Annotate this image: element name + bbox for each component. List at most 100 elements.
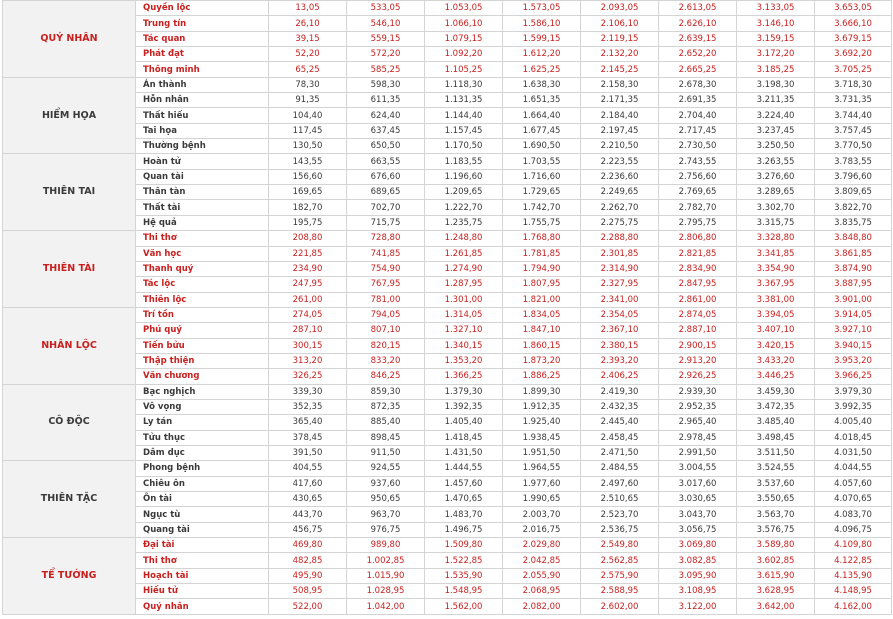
table-row: Thất tài 182,70 702,70 1.222,70 1.742,70 2.26… xyxy=(3,199,892,216)
value-cell: 4.070,65 xyxy=(814,490,892,508)
value-cell: 3.315,75 xyxy=(736,214,815,232)
table-row: Thiên lộc 261,00 781,00 1.301,00 1.821,00 2.3… xyxy=(3,291,892,308)
group-label: HIỂM HỌA xyxy=(2,76,136,155)
value-cell: 1.196,60 xyxy=(424,168,503,186)
value-cell: 1.066,10 xyxy=(424,15,503,32)
value-cell: 950,65 xyxy=(346,490,425,508)
row-name: Văn chương xyxy=(135,368,269,385)
value-cell: 559,15 xyxy=(346,30,425,48)
value-cell: 234,90 xyxy=(268,260,347,278)
value-cell: 1.366,25 xyxy=(424,368,503,385)
table-row: Thông minh 65,25 585,25 1.105,25 1.625,25 2.1… xyxy=(3,61,892,78)
table-row: Tác quan 39,15 559,15 1.079,15 1.599,15 2.119… xyxy=(3,30,892,48)
value-cell: 3.004,55 xyxy=(658,460,737,477)
value-cell: 2.341,00 xyxy=(580,291,659,308)
value-cell: 274,05 xyxy=(268,306,347,324)
value-cell: 39,15 xyxy=(268,30,347,48)
value-cell: 2.613,05 xyxy=(658,0,737,17)
value-cell: 404,55 xyxy=(268,460,347,477)
value-cell: 3.914,05 xyxy=(814,306,892,324)
value-cell: 898,45 xyxy=(346,429,425,446)
group-label: QUÝ NHÂN xyxy=(2,0,136,78)
table-row: Dâm dục 391,50 911,50 1.431,50 1.951,50 2.471… xyxy=(3,444,892,462)
value-cell: 924,55 xyxy=(346,460,425,477)
row-name: Phát đạt xyxy=(135,46,269,63)
value-cell: 1.807,95 xyxy=(502,276,581,293)
row-name: Tai họa xyxy=(135,122,269,140)
table-row: Vô vọng 352,35 872,35 1.392,35 1.912,35 2.432… xyxy=(3,398,892,416)
value-cell: 1.431,50 xyxy=(424,444,503,462)
value-cell: 313,20 xyxy=(268,352,347,370)
value-cell: 976,75 xyxy=(346,521,425,539)
value-cell: 117,45 xyxy=(268,122,347,140)
value-cell: 3.289,65 xyxy=(736,184,815,201)
table-row: THIÊN TÀI Thi thơ 208,80 728,80 1.248,80 1.76… xyxy=(2,230,892,308)
value-cell: 3.874,90 xyxy=(814,260,892,278)
group-label: CÔ ĐỘC xyxy=(2,383,136,462)
value-cell: 1.340,15 xyxy=(424,337,503,354)
value-cell: 1.496,75 xyxy=(424,521,503,539)
value-cell: 2.626,10 xyxy=(658,15,737,32)
value-cell: 1.716,60 xyxy=(502,168,581,186)
value-cell: 2.171,35 xyxy=(580,92,659,109)
value-cell: 1.638,30 xyxy=(502,76,581,94)
table-row: Chiêu ôn 417,60 937,60 1.457,60 1.977,60 2.49… xyxy=(3,475,892,493)
row-name: Quyền lộc xyxy=(135,0,269,17)
value-cell: 3.757,45 xyxy=(814,122,892,140)
table-row: Trung tín 26,10 546,10 1.066,10 1.586,10 2.10… xyxy=(3,15,892,32)
value-cell: 495,90 xyxy=(268,567,347,585)
value-cell: 2.003,70 xyxy=(502,506,581,523)
value-cell: 1.664,40 xyxy=(502,107,581,124)
value-cell: 3.263,55 xyxy=(736,153,815,170)
value-cell: 2.393,20 xyxy=(580,352,659,370)
table-row: Quang tài 456,75 976,75 1.496,75 2.016,75 2.5… xyxy=(3,521,892,539)
value-cell: 1.535,90 xyxy=(424,567,503,585)
table-row: Tai họa 117,45 637,45 1.157,45 1.677,45 2.197… xyxy=(3,122,892,140)
value-cell: 2.523,70 xyxy=(580,506,659,523)
table-row: Hiếu tử 508,95 1.028,95 1.548,95 2.068,95 2.5… xyxy=(3,583,892,600)
value-cell: 1.834,05 xyxy=(502,306,581,324)
value-cell: 1.690,50 xyxy=(502,138,581,155)
value-cell: 1.860,15 xyxy=(502,337,581,354)
value-cell: 3.122,00 xyxy=(658,598,737,615)
value-cell: 598,30 xyxy=(346,76,425,94)
row-name: Hoàn tử xyxy=(135,153,269,170)
value-cell: 3.420,15 xyxy=(736,337,815,354)
value-cell: 417,60 xyxy=(268,475,347,493)
value-cell: 4.031,50 xyxy=(814,444,892,462)
table-row: Thập thiện 313,20 833,20 1.353,20 1.873,20 2.… xyxy=(3,352,892,370)
value-cell: 3.927,10 xyxy=(814,322,892,339)
value-cell: 26,10 xyxy=(268,15,347,32)
value-cell: 3.770,50 xyxy=(814,138,892,155)
value-cell: 2.210,50 xyxy=(580,138,659,155)
value-cell: 715,75 xyxy=(346,214,425,232)
row-name: Tửu thục xyxy=(135,429,269,446)
value-cell: 2.952,35 xyxy=(658,398,737,416)
value-cell: 4.148,95 xyxy=(814,583,892,600)
value-cell: 1.562,00 xyxy=(424,598,503,615)
value-cell: 1.938,45 xyxy=(502,429,581,446)
value-cell: 1.742,70 xyxy=(502,199,581,216)
value-cell: 1.483,70 xyxy=(424,506,503,523)
value-cell: 1.794,90 xyxy=(502,260,581,278)
table-row: Thi thơ 482,85 1.002,85 1.522,85 2.042,85 2.5… xyxy=(3,552,892,569)
value-cell: 728,80 xyxy=(346,230,425,247)
value-cell: 3.576,75 xyxy=(736,521,815,539)
value-cell: 2.132,20 xyxy=(580,46,659,63)
value-cell: 300,15 xyxy=(268,337,347,354)
row-name: Thất hiếu xyxy=(135,107,269,124)
value-cell: 104,40 xyxy=(268,107,347,124)
value-cell: 2.717,45 xyxy=(658,122,737,140)
value-cell: 1.235,75 xyxy=(424,214,503,232)
value-cell: 3.861,85 xyxy=(814,245,892,262)
value-cell: 1.353,20 xyxy=(424,352,503,370)
value-cell: 3.679,15 xyxy=(814,30,892,48)
value-cell: 378,45 xyxy=(268,429,347,446)
value-cell: 2.042,85 xyxy=(502,552,581,569)
value-cell: 2.978,45 xyxy=(658,429,737,446)
value-cell: 221,85 xyxy=(268,245,347,262)
value-cell: 2.275,75 xyxy=(580,214,659,232)
table-row: THIÊN TAI Hoàn tử 143,55 663,55 1.183,55 1.70… xyxy=(2,153,892,232)
value-cell: 820,15 xyxy=(346,337,425,354)
value-cell: 702,70 xyxy=(346,199,425,216)
